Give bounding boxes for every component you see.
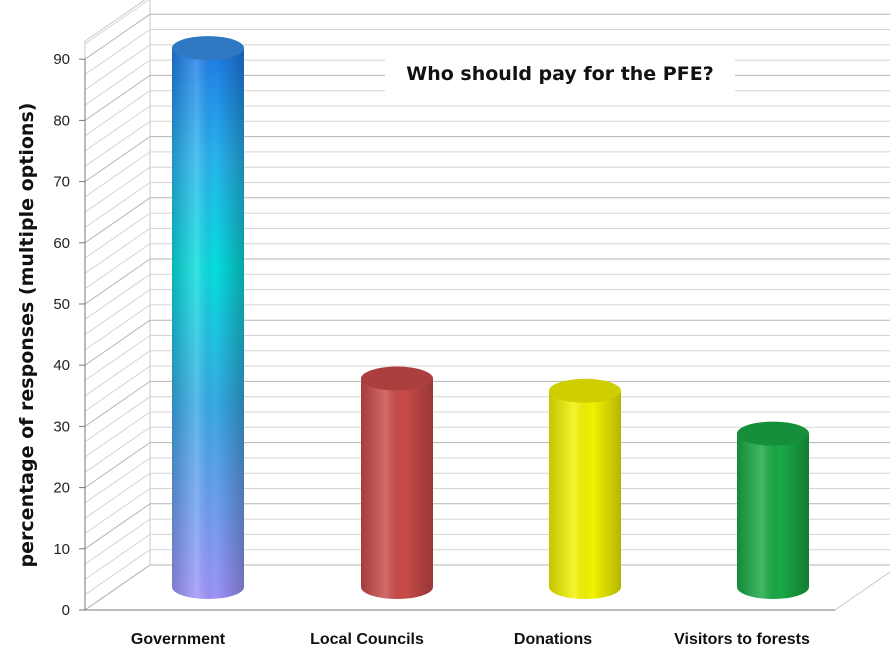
gridline-side — [84, 90, 151, 137]
y-tick-label: 80 — [53, 112, 70, 129]
gridline-side — [84, 13, 151, 60]
gridline-side — [84, 380, 151, 427]
bar-top — [172, 36, 244, 61]
y-tick-label: 40 — [53, 357, 70, 374]
bar-top-shade — [361, 366, 433, 391]
bar-top — [361, 366, 433, 391]
gridline-side — [84, 74, 151, 121]
gridline-side — [84, 549, 151, 596]
gridline-side — [84, 273, 151, 320]
gridline-side — [84, 243, 151, 290]
y-tick-label: 30 — [53, 418, 70, 435]
gridline-side — [84, 350, 151, 397]
y-tick-label: 10 — [53, 541, 70, 558]
gridline-side — [84, 518, 151, 565]
y-tick-label: 50 — [53, 296, 70, 313]
gridline-side — [84, 105, 151, 152]
chart-title: Who should pay for the PFE? — [406, 63, 713, 85]
x-tick-label: Donations — [514, 631, 592, 648]
y-tick-label: 20 — [53, 480, 70, 497]
gridline-side — [84, 503, 151, 550]
gridline-side — [84, 197, 151, 244]
bar-top — [737, 421, 809, 446]
gridline-side — [84, 59, 151, 106]
bars — [172, 36, 809, 599]
gridline-side — [84, 319, 151, 366]
gridline-side — [84, 488, 151, 534]
bar-top-shade — [172, 36, 244, 61]
y-axis-label: percentage of responses (multiple option… — [16, 103, 38, 568]
gridline-side — [84, 411, 151, 458]
gridline-side — [84, 29, 151, 75]
gridline-side — [84, 365, 151, 412]
gridline-side — [84, 289, 151, 336]
gridline-side — [84, 564, 151, 611]
bar-shading — [172, 48, 244, 599]
gridline-side — [84, 44, 151, 91]
side-wall — [84, 0, 151, 611]
gridline-side — [84, 442, 151, 489]
gridline-side — [84, 533, 151, 580]
gridline-side — [84, 258, 151, 305]
gridline-side — [84, 136, 151, 183]
axes — [79, 58, 835, 611]
gridline-side — [84, 335, 151, 381]
y-tick-label: 0 — [62, 602, 70, 619]
plot-walls — [83, 0, 890, 611]
labels: 0 10 20 30 40 50 60 70 80 90 Government Local Counc… — [53, 51, 810, 648]
gridline-side — [84, 472, 151, 519]
gridline-side — [84, 426, 151, 473]
gridline-side — [84, 182, 151, 228]
gridline-side — [84, 151, 151, 198]
bar-shading — [361, 378, 433, 599]
gridline-side — [84, 304, 151, 351]
gridline-side — [84, 212, 151, 259]
gridline-side — [84, 457, 151, 504]
gridline-side — [84, 227, 151, 274]
gridline-side — [84, 166, 151, 213]
bar-top-shade — [737, 421, 809, 446]
y-tick-label: 60 — [53, 235, 70, 252]
x-tick-label: Visitors to forests — [674, 631, 810, 648]
bar-top — [549, 378, 621, 403]
x-tick-label: Local Councils — [310, 631, 424, 648]
gridline-side — [84, 120, 151, 167]
bar-shading — [549, 390, 621, 599]
x-tick-label: Government — [131, 631, 226, 648]
y-tick-label: 70 — [53, 174, 70, 191]
bar-shading — [737, 433, 809, 599]
bar-top-shade — [549, 378, 621, 403]
title-box — [385, 52, 735, 94]
gridline-side — [84, 396, 151, 443]
y-tick-label: 90 — [53, 51, 70, 68]
gridline-side — [84, 0, 150, 45]
